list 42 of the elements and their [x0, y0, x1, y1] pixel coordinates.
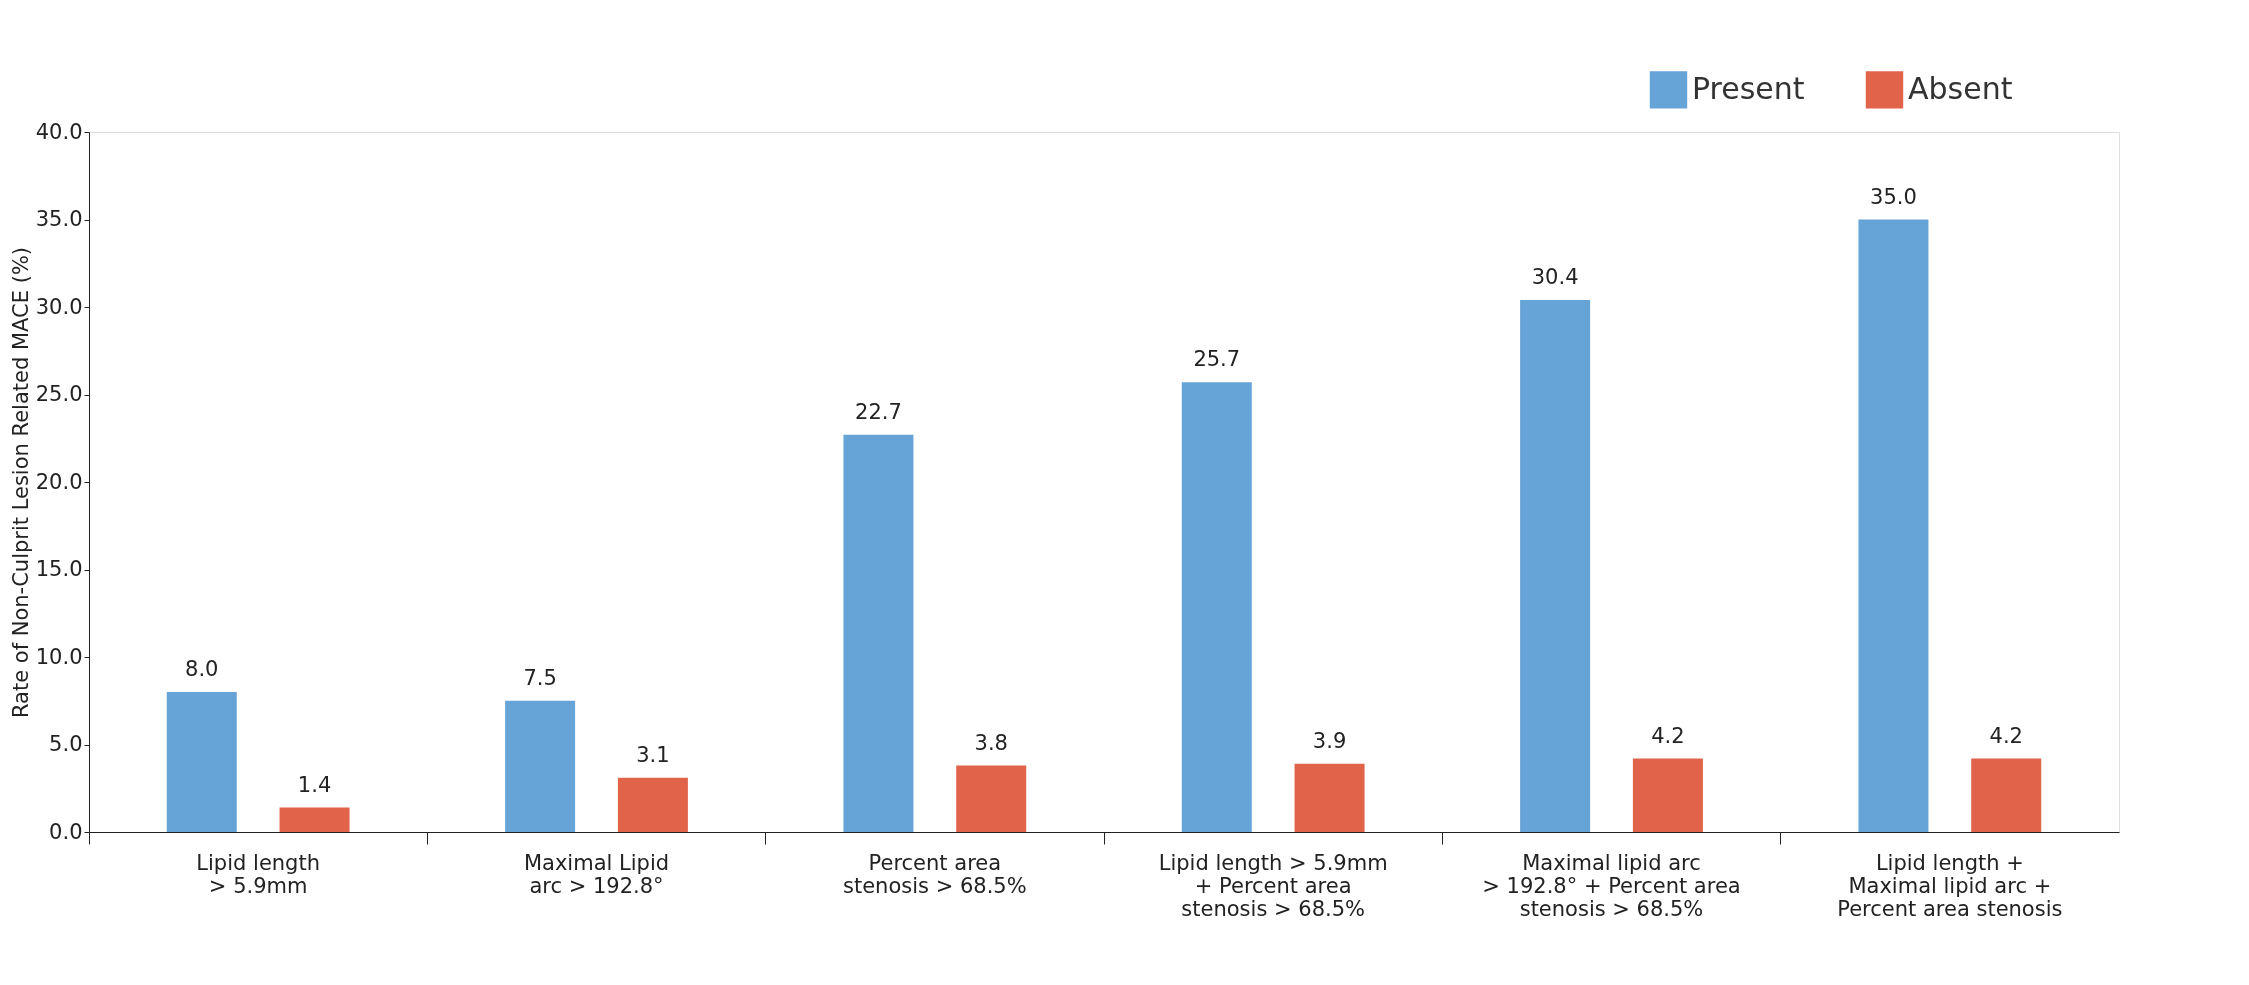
x-tick-label: Lipid length > 5.9mm + Percent area stenosis > 68.5%	[1158, 850, 1388, 921]
y-tick-label: 10.0	[35, 644, 83, 669]
bar	[1294, 763, 1365, 832]
data-label: 4.2	[1989, 723, 2023, 748]
bar	[1971, 758, 2042, 832]
data-label: 25.7	[1193, 347, 1241, 372]
data-label: 7.5	[523, 665, 557, 690]
data-label: 3.8	[974, 730, 1008, 755]
bar	[166, 692, 237, 832]
x-tick-label: Percent area stenosis > 68.5%	[843, 850, 1027, 898]
y-axis-title: Rate of Non-Culprit Lesion Related MACE (%)	[8, 246, 33, 719]
legend-label: Present	[1692, 70, 1805, 106]
y-tick-label: 40.0	[35, 119, 83, 144]
data-label: 22.7	[855, 399, 902, 424]
data-label: 35.0	[1870, 184, 1917, 209]
bar	[1858, 219, 1929, 832]
y-tick-label: 30.0	[35, 294, 83, 319]
bar	[279, 807, 350, 832]
data-label: 4.2	[1651, 723, 1685, 748]
y-tick-label: 25.0	[35, 382, 83, 406]
data-label: 30.4	[1531, 265, 1579, 289]
data-label: 8.0	[185, 657, 219, 681]
x-tick-label: Lipid length > 5.9mm	[196, 850, 320, 898]
data-label: 1.4	[297, 772, 332, 797]
data-label: 3.9	[1312, 728, 1347, 753]
x-tick-label: Maximal lipid arc > 192.8° + Percent area stenosis > 68.5%	[1482, 850, 1741, 921]
data-label: 3.1	[636, 742, 670, 767]
bar	[617, 777, 688, 832]
y-tick-label: 35.0	[35, 207, 83, 231]
bar	[843, 434, 914, 832]
y-tick-label: 15.0	[35, 557, 83, 581]
y-tick-label: 20.0	[35, 469, 83, 494]
bar	[505, 700, 576, 832]
legend-label: Absent	[1908, 70, 2013, 106]
bar	[1632, 758, 1703, 832]
bar	[1181, 382, 1252, 832]
bar	[956, 765, 1027, 832]
bar	[1520, 300, 1591, 832]
y-tick-label: 5.0	[49, 732, 83, 756]
x-tick-label: Lipid length + Maximal lipid arc + Percent area stenosis	[1837, 850, 2063, 921]
y-tick-label: 0.0	[49, 819, 83, 844]
x-tick-label: Maximal Lipid arc > 192.8°	[523, 850, 670, 898]
